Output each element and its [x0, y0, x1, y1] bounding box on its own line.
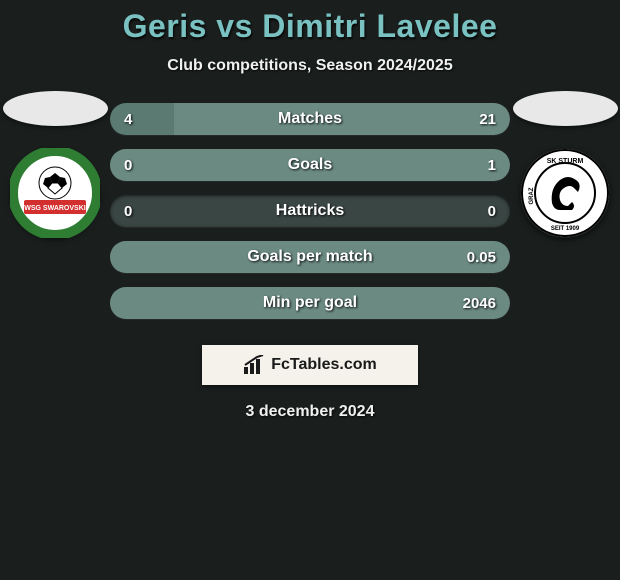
svg-text:SEIT 1909: SEIT 1909 — [551, 226, 580, 232]
svg-text:SK STURM: SK STURM — [547, 158, 584, 165]
stat-value-right: 0.05 — [467, 249, 496, 266]
club-badge-left: WSG SWAROVSKI WATTENS — [10, 148, 100, 238]
footer-brand-text: FcTables.com — [271, 356, 377, 374]
comparison-widget: Geris vs Dimitri Lavelee Club competitio… — [0, 0, 620, 421]
chart-icon — [243, 355, 267, 375]
comparison-area: WSG SWAROVSKI WATTENS — [0, 103, 620, 319]
stat-label: Goals — [288, 156, 332, 174]
stat-row: Min per goal 2046 — [110, 287, 510, 319]
page-title: Geris vs Dimitri Lavelee — [0, 8, 620, 45]
svg-text:WATTENS: WATTENS — [38, 160, 72, 167]
stat-row: 0 Hattricks 0 — [110, 195, 510, 227]
player-left-avatar — [3, 91, 108, 126]
club-badge-right: SK STURM SEIT 1909 GRAZ — [520, 148, 610, 238]
footer-brand-badge[interactable]: FcTables.com — [202, 345, 418, 385]
stat-value-left: 0 — [124, 203, 132, 220]
stat-value-left: 4 — [124, 111, 132, 128]
stat-label: Hattricks — [276, 202, 344, 220]
stat-row: 4 Matches 21 — [110, 103, 510, 135]
stats-list: 4 Matches 21 0 Goals 1 0 Hattricks 0 Goals per ma… — [110, 103, 510, 319]
subtitle: Club competitions, Season 2024/2025 — [0, 57, 620, 75]
stat-row: 0 Goals 1 — [110, 149, 510, 181]
stat-value-right: 0 — [488, 203, 496, 220]
stat-value-right: 2046 — [463, 295, 496, 312]
stat-fill-left — [110, 103, 174, 135]
player-left-column: WSG SWAROVSKI WATTENS — [0, 91, 110, 238]
stat-label: Matches — [278, 110, 342, 128]
player-right-avatar — [513, 91, 618, 126]
sturm-graz-badge-icon: SK STURM SEIT 1909 GRAZ — [520, 148, 610, 238]
svg-text:GRAZ: GRAZ — [529, 187, 535, 204]
stat-value-right: 1 — [488, 157, 496, 174]
svg-text:WSG SWAROVSKI: WSG SWAROVSKI — [24, 205, 86, 212]
player-right-column: SK STURM SEIT 1909 GRAZ — [510, 91, 620, 238]
footer-date: 3 december 2024 — [0, 403, 620, 421]
stat-row: Goals per match 0.05 — [110, 241, 510, 273]
stat-label: Goals per match — [247, 248, 372, 266]
wattens-badge-icon: WSG SWAROVSKI WATTENS — [10, 148, 100, 238]
stat-label: Min per goal — [263, 294, 357, 312]
stat-value-right: 21 — [479, 111, 496, 128]
stat-value-left: 0 — [124, 157, 132, 174]
